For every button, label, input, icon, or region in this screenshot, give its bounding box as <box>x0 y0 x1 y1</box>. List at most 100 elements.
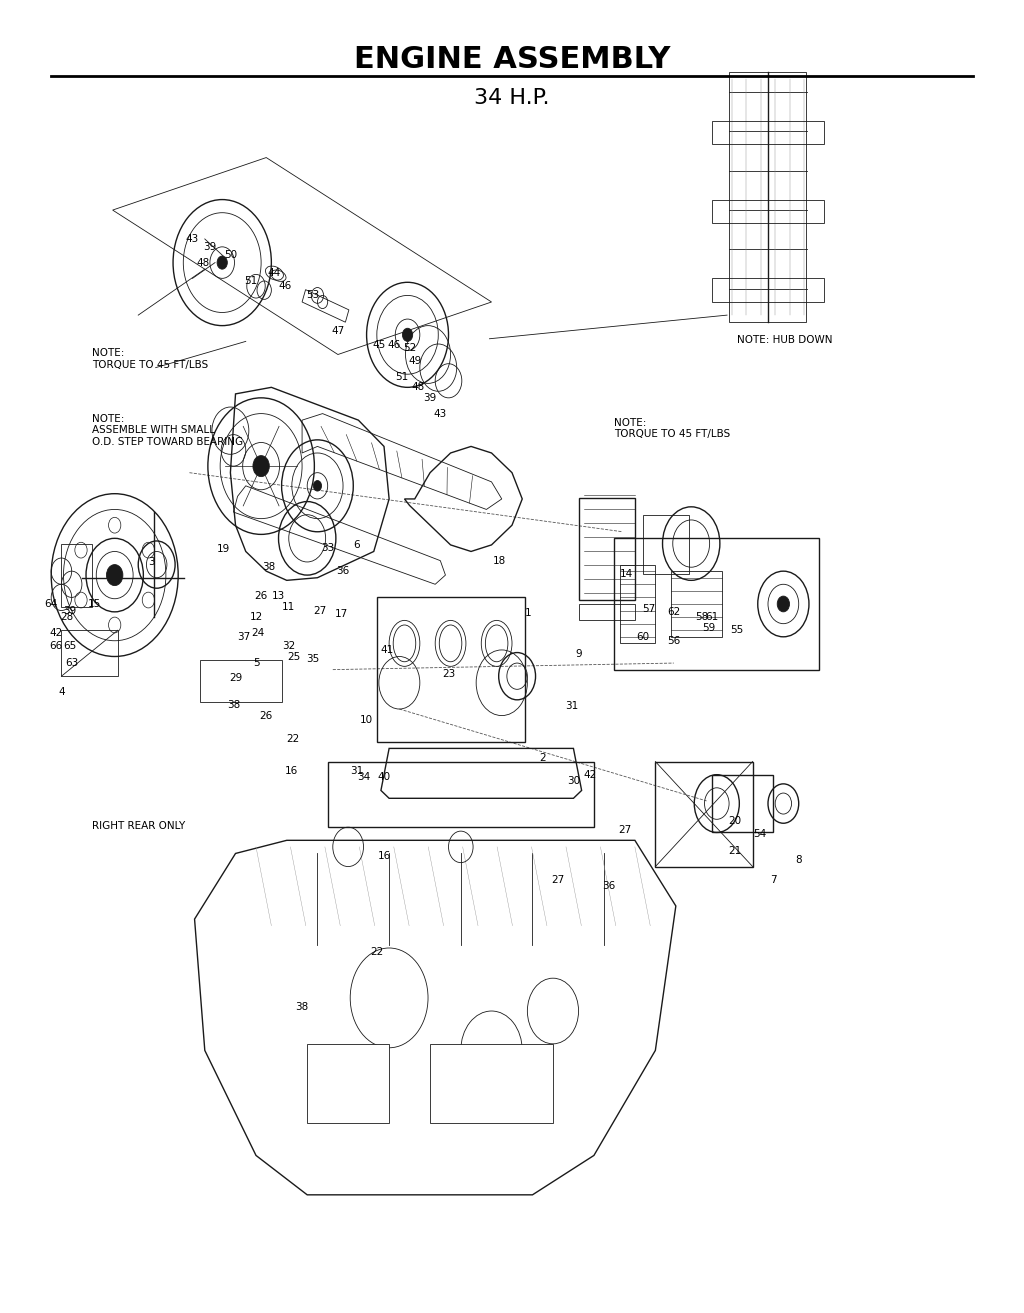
Text: 49: 49 <box>409 356 421 366</box>
Text: 3: 3 <box>148 557 155 567</box>
Text: 34 H.P.: 34 H.P. <box>474 88 550 109</box>
Text: 54: 54 <box>754 829 766 839</box>
Text: 36: 36 <box>603 881 615 892</box>
Bar <box>61 630 118 676</box>
Bar <box>712 121 824 144</box>
Text: 39: 39 <box>63 605 76 616</box>
Text: 66: 66 <box>50 641 62 651</box>
Text: 5: 5 <box>253 658 259 668</box>
Text: NOTE:
TORQUE TO 45 FT/LBS: NOTE: TORQUE TO 45 FT/LBS <box>614 418 731 439</box>
Text: 20: 20 <box>729 815 741 826</box>
Text: 26: 26 <box>260 710 272 721</box>
Text: 59: 59 <box>702 622 715 633</box>
Circle shape <box>217 256 227 269</box>
Text: 9: 9 <box>575 649 582 659</box>
Bar <box>430 1044 553 1123</box>
Text: 1: 1 <box>525 608 531 618</box>
Text: 38: 38 <box>296 1002 308 1012</box>
Text: NOTE:
TORQUE TO 45 FT/LBS: NOTE: TORQUE TO 45 FT/LBS <box>92 348 209 369</box>
Text: 44: 44 <box>268 268 281 278</box>
Bar <box>61 544 92 607</box>
Text: 64: 64 <box>45 599 57 609</box>
Text: 61: 61 <box>706 612 718 622</box>
Text: 48: 48 <box>412 382 424 393</box>
Bar <box>614 538 819 670</box>
Text: 15: 15 <box>88 599 100 609</box>
Text: 45: 45 <box>373 340 385 351</box>
Text: 57: 57 <box>643 604 655 614</box>
Circle shape <box>253 456 269 477</box>
Circle shape <box>350 948 428 1048</box>
Text: 12: 12 <box>250 612 262 622</box>
Circle shape <box>777 596 790 612</box>
Bar <box>620 565 655 643</box>
Text: 6: 6 <box>353 540 359 550</box>
Text: 51: 51 <box>395 372 408 382</box>
Text: 43: 43 <box>434 408 446 419</box>
Text: 16: 16 <box>378 851 390 861</box>
Text: 51: 51 <box>245 276 257 286</box>
Text: 39: 39 <box>204 242 216 252</box>
Text: 37: 37 <box>238 632 250 642</box>
Text: 14: 14 <box>621 569 633 579</box>
Text: 21: 21 <box>729 846 741 856</box>
Text: 56: 56 <box>668 635 680 646</box>
Circle shape <box>106 565 123 586</box>
Text: 38: 38 <box>262 562 274 572</box>
Text: 19: 19 <box>217 544 229 554</box>
Bar <box>671 571 722 637</box>
Text: ENGINE ASSEMBLY: ENGINE ASSEMBLY <box>354 45 670 74</box>
Text: 31: 31 <box>350 765 362 776</box>
Bar <box>579 604 635 620</box>
Text: 29: 29 <box>229 672 242 683</box>
Text: NOTE: HUB DOWN: NOTE: HUB DOWN <box>737 335 833 345</box>
Text: 53: 53 <box>306 290 318 301</box>
Text: 10: 10 <box>360 714 373 725</box>
Text: 39: 39 <box>424 393 436 403</box>
Bar <box>712 775 773 832</box>
Bar <box>655 762 753 867</box>
Text: 22: 22 <box>287 734 299 744</box>
Text: 46: 46 <box>279 281 291 291</box>
Text: 41: 41 <box>381 645 393 655</box>
Bar <box>200 660 282 702</box>
Text: 52: 52 <box>403 343 416 353</box>
Text: 11: 11 <box>283 601 295 612</box>
Text: 8: 8 <box>796 855 802 865</box>
Text: 46: 46 <box>388 340 400 351</box>
Circle shape <box>402 328 413 341</box>
Text: 13: 13 <box>272 591 285 601</box>
Text: 33: 33 <box>322 542 334 553</box>
Text: 18: 18 <box>494 555 506 566</box>
Text: 4: 4 <box>58 687 65 697</box>
Text: 27: 27 <box>618 825 631 835</box>
Circle shape <box>461 1011 522 1090</box>
Bar <box>377 597 525 742</box>
Text: 47: 47 <box>332 326 344 336</box>
Text: 50: 50 <box>224 249 237 260</box>
Text: 38: 38 <box>227 700 240 710</box>
Text: NOTE:
ASSEMBLE WITH SMALL
O.D. STEP TOWARD BEARING: NOTE: ASSEMBLE WITH SMALL O.D. STEP TOWA… <box>92 414 244 446</box>
Bar <box>328 762 594 827</box>
Text: 26: 26 <box>255 591 267 601</box>
Text: RIGHT REAR ONLY: RIGHT REAR ONLY <box>92 821 185 831</box>
Bar <box>579 498 635 600</box>
Text: 22: 22 <box>371 947 383 957</box>
Text: 48: 48 <box>197 257 209 268</box>
Text: 16: 16 <box>286 765 298 776</box>
Text: 23: 23 <box>442 668 455 679</box>
Circle shape <box>527 978 579 1044</box>
Text: 42: 42 <box>50 628 62 638</box>
Text: 32: 32 <box>283 641 295 651</box>
Bar <box>643 515 689 574</box>
Bar <box>302 290 349 322</box>
Text: 40: 40 <box>378 772 390 783</box>
Text: 63: 63 <box>66 658 78 668</box>
Text: 25: 25 <box>288 651 300 662</box>
Text: 36: 36 <box>337 566 349 576</box>
Text: 27: 27 <box>313 605 326 616</box>
Text: 28: 28 <box>60 612 73 622</box>
Text: 42: 42 <box>584 769 596 780</box>
Text: 7: 7 <box>770 874 776 885</box>
Circle shape <box>313 481 322 491</box>
